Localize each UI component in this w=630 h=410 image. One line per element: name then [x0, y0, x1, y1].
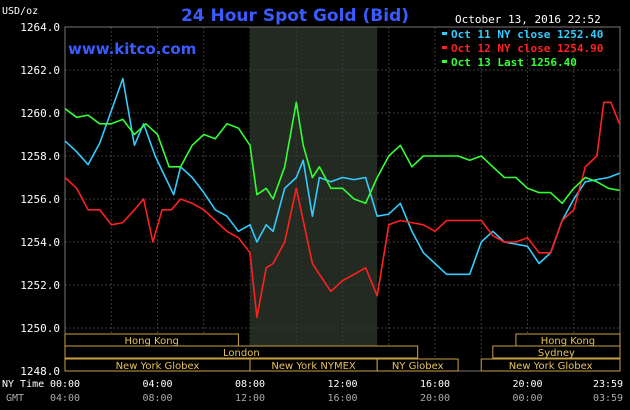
chart-title: 24 Hour Spot Gold (Bid)	[181, 6, 409, 26]
y-tick-label: 1262.0	[20, 64, 60, 77]
legend-entry: Oct 13 Last 1256.40	[451, 56, 577, 69]
x-tick-label-ny: 16:00	[420, 379, 450, 390]
x-tick-label-gmt: 20:00	[420, 393, 450, 404]
x-tick-label-gmt: 04:00	[50, 393, 80, 404]
series-line	[64, 101, 621, 319]
session-bar: Sydney	[492, 345, 621, 359]
x-axis-tick-labels: 00:00 04:00 04:00 08:00 08:00 12:00 12:00 16:00…	[50, 379, 623, 404]
session-bar: New York NYMEX	[249, 358, 378, 372]
session-bar: Hong Kong	[515, 333, 621, 347]
session-bar: NY Globex	[376, 358, 459, 372]
y-tick-label: 1260.0	[20, 107, 60, 120]
session-label: New York Globex	[509, 361, 593, 372]
session-label: Hong Kong	[125, 336, 179, 347]
x-tick-label-gmt: 16:00	[327, 393, 357, 404]
x-tick-label-ny: 00:00	[50, 379, 80, 390]
session-label: NY Globex	[392, 361, 444, 372]
session-label: New York NYMEX	[271, 361, 356, 372]
x-tick-label-ny: 20:00	[512, 379, 542, 390]
series-line	[64, 101, 620, 205]
x-axis-label-ny: NY Time	[2, 379, 44, 390]
market-sessions: Hong Kong London New York Globex New York N…	[64, 333, 621, 372]
session-bar: New York Globex	[480, 358, 621, 372]
y-tick-label: 1256.0	[20, 193, 60, 206]
legend-swatch	[442, 60, 447, 63]
y-tick-label: 1264.0	[20, 21, 60, 34]
y-tick-label: 1248.0	[20, 365, 60, 378]
session-bar: New York Globex	[64, 358, 251, 372]
y-tick-label: 1254.0	[20, 236, 60, 249]
price-series	[64, 77, 621, 319]
session-bar: London	[64, 345, 419, 359]
x-tick-label-gmt: 08:00	[142, 393, 172, 404]
session-bar-frame	[376, 358, 459, 372]
session-label: Hong Kong	[541, 336, 595, 347]
x-tick-label-gmt: 12:00	[235, 393, 265, 404]
x-tick-label-ny: 08:00	[235, 379, 265, 390]
y-axis-label: USD/oz	[2, 6, 38, 17]
session-label: New York Globex	[116, 361, 200, 372]
source-watermark: www.kitco.com	[68, 40, 196, 58]
session-bar-frame	[480, 358, 621, 372]
session-bar-frame	[64, 345, 419, 359]
session-bar: Hong Kong	[64, 333, 239, 347]
y-tick-label: 1258.0	[20, 150, 60, 163]
chart-timestamp: October 13, 2016 22:52	[455, 13, 601, 26]
y-tick-label: 1252.0	[20, 279, 60, 292]
legend-entry: Oct 11 NY close 1252.40	[451, 28, 603, 41]
y-tick-label: 1250.0	[20, 322, 60, 335]
session-bar-frame	[492, 345, 621, 359]
x-tick-label-gmt: 03:59	[593, 393, 623, 404]
session-label: London	[223, 348, 260, 359]
x-tick-label-ny: 12:00	[327, 379, 357, 390]
series-line	[64, 77, 620, 276]
legend-entry: Oct 12 NY close 1254.90	[451, 42, 603, 55]
session-label: Sydney	[538, 348, 575, 359]
x-tick-label-ny: 23:59	[593, 379, 623, 390]
y-axis-tick-labels: 1264.0 1262.0 1260.0 1258.0 1256.0 1254.0 1252…	[20, 21, 60, 378]
legend-swatch	[442, 32, 447, 35]
x-tick-label-ny: 04:00	[142, 379, 172, 390]
x-tick-label-gmt: 00:00	[512, 393, 542, 404]
x-axis-label-gmt: GMT	[6, 393, 24, 404]
legend-swatch	[442, 46, 447, 49]
